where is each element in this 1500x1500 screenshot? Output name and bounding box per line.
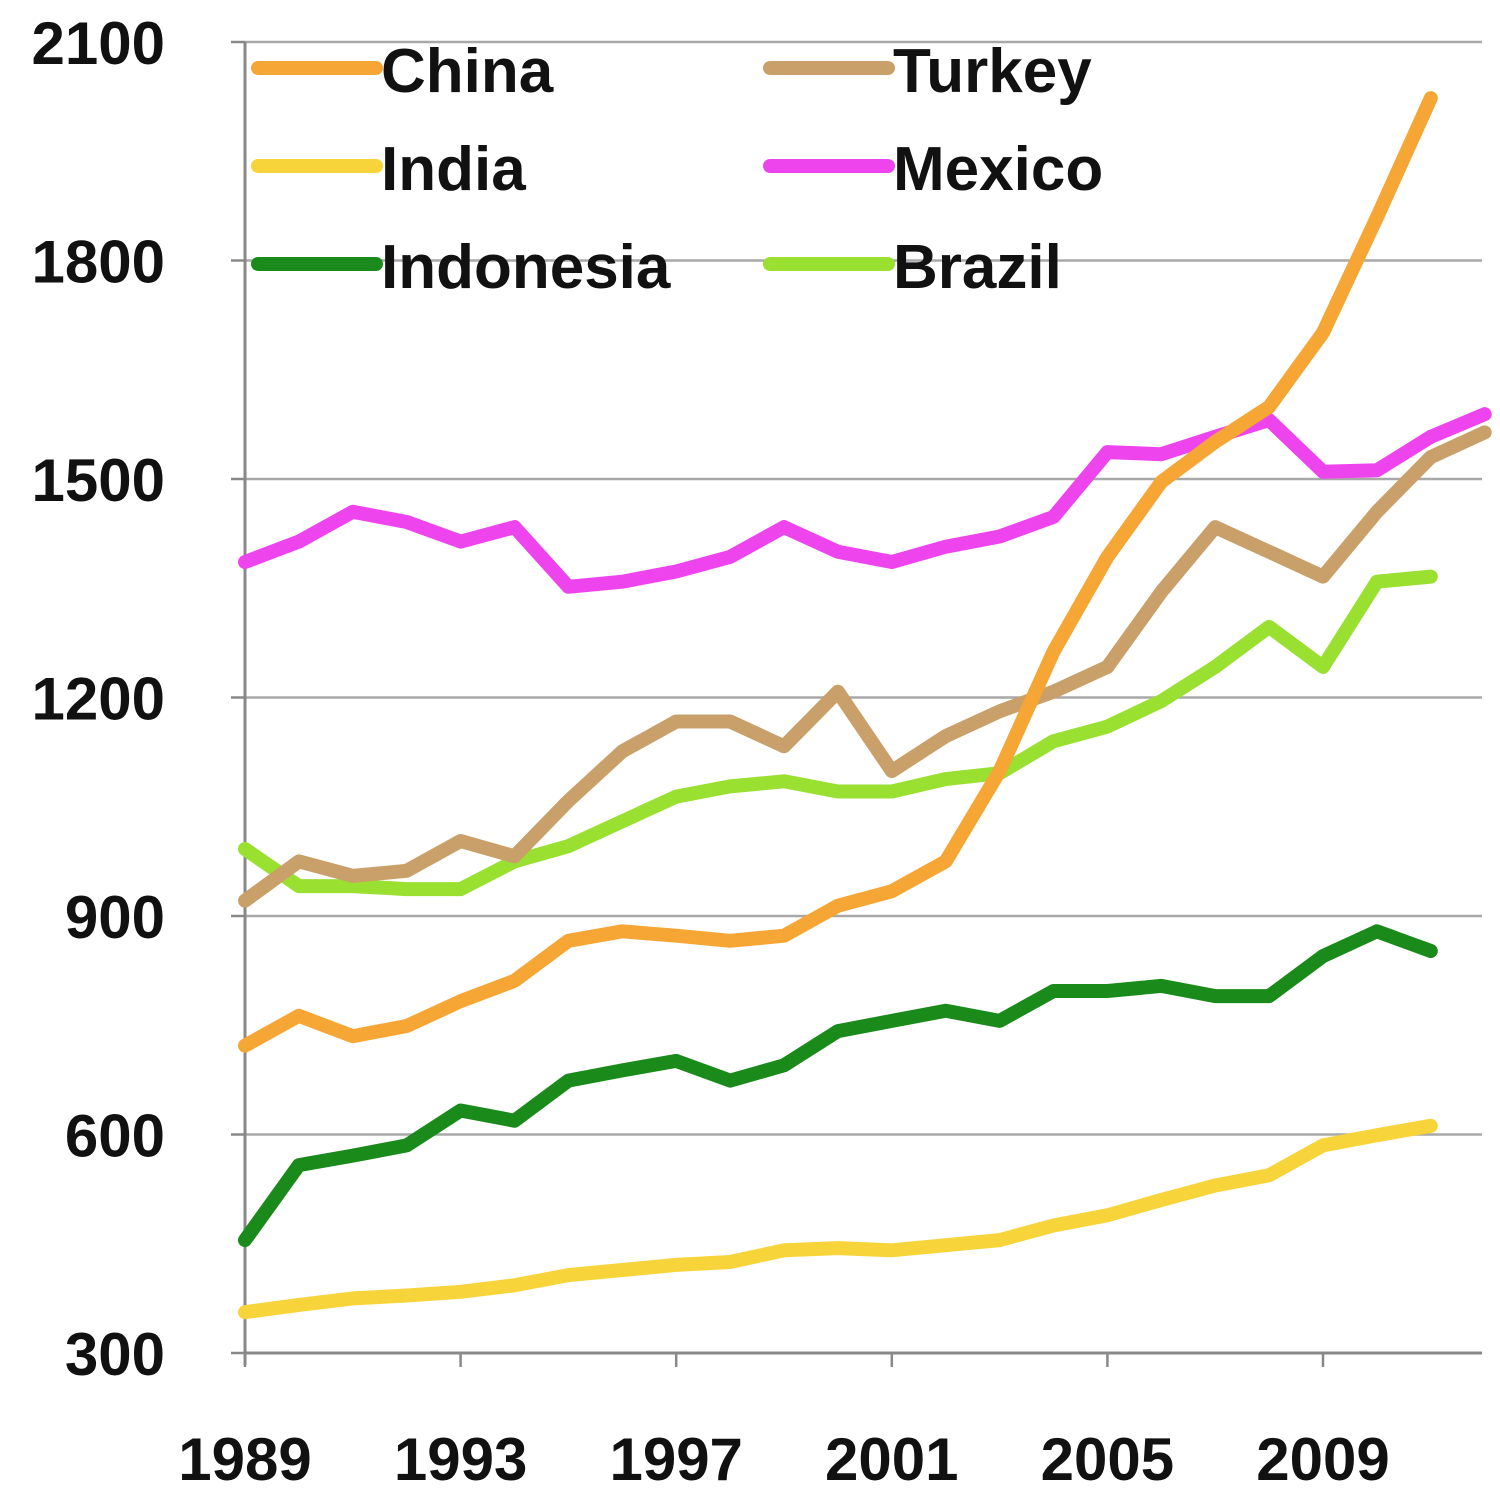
x-tick-label: 1989: [178, 1426, 311, 1493]
x-tick-label: 1997: [609, 1426, 742, 1493]
legend-label-india: India: [381, 135, 526, 204]
legend-label-turkey: Turkey: [893, 37, 1092, 106]
y-tick-label: 1800: [32, 229, 165, 296]
y-tick-label: 900: [65, 884, 165, 951]
series-line-mexico: [238, 407, 1492, 594]
y-tick-label: 2100: [32, 10, 165, 77]
x-tick-label: 2009: [1256, 1426, 1389, 1493]
y-tick-label: 600: [65, 1103, 165, 1170]
series-lines: [238, 91, 1492, 1320]
legend-label-brazil: Brazil: [893, 233, 1062, 302]
x-tick-label: 2001: [825, 1426, 958, 1493]
legend-label-mexico: Mexico: [893, 135, 1103, 204]
y-tick-label: 1200: [32, 666, 165, 733]
x-tick-label: 1993: [394, 1426, 527, 1493]
legend-label-china: China: [381, 37, 554, 106]
x-tick-label: 2005: [1041, 1426, 1174, 1493]
y-tick-label: 300: [65, 1321, 165, 1388]
series-line-indonesia: [238, 924, 1438, 1248]
y-tick-label: 1500: [32, 447, 165, 514]
series-line-brazil: [238, 569, 1438, 897]
legend: China Turkey India Mexico Indonesia Brazil: [251, 37, 1103, 302]
series-line-india: [238, 1118, 1438, 1320]
series-line-turkey: [238, 425, 1492, 908]
legend-label-indonesia: Indonesia: [381, 233, 671, 302]
series-line-china: [238, 91, 1438, 1053]
axes: 300 600 900 1200 1500 1800 2100 1989 1993 1997 200…: [32, 10, 1482, 1493]
